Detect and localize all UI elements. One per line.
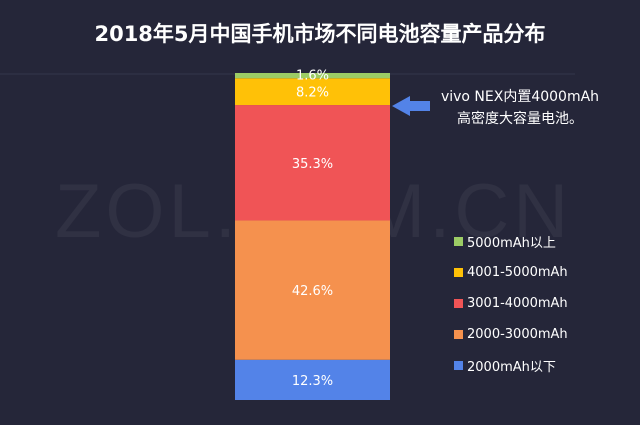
legend-item: 2000mAh以下 [454,350,568,381]
legend-swatch [454,361,463,370]
legend-label: 2000mAh以下 [467,360,556,375]
legend-label: 4001-5000mAh [467,265,568,280]
annotation-line-2: 高密度大容量电池。 [457,111,583,127]
bar-segment-2 [235,105,390,221]
bar-segment-4 [235,73,390,79]
legend-label: 3001-4000mAh [467,296,568,311]
bar-segment-3 [235,78,390,106]
arrow-icon [392,96,430,116]
legend-item: 3001-4000mAh [454,288,568,319]
data-label: 12.3% [292,374,333,389]
annotation: vivo NEX内置4000mAh 高密度大容量电池。 [425,86,615,130]
bar-segment-1 [235,220,390,360]
legend-swatch [454,330,463,339]
annotation-line-1: vivo NEX内置4000mAh [440,89,600,105]
legend-swatch [454,268,463,277]
data-label: 42.6% [292,284,333,299]
chart-title: 2018年5月中国手机市场不同电池容量产品分布 [94,22,546,46]
legend-swatch [454,237,463,246]
legend-item: 2000-3000mAh [454,319,568,350]
data-label: 35.3% [292,157,333,172]
legend: 5000mAh以上 4001-5000mAh 3001-4000mAh 2000… [454,226,568,381]
bar-segment-0 [235,359,390,400]
data-label: 1.6% [296,69,329,84]
legend-swatch [454,299,463,308]
data-label: 8.2% [296,86,329,101]
legend-item: 4001-5000mAh [454,257,568,288]
legend-item: 5000mAh以上 [454,226,568,257]
legend-label: 5000mAh以上 [467,236,556,251]
legend-label: 2000-3000mAh [467,327,568,342]
